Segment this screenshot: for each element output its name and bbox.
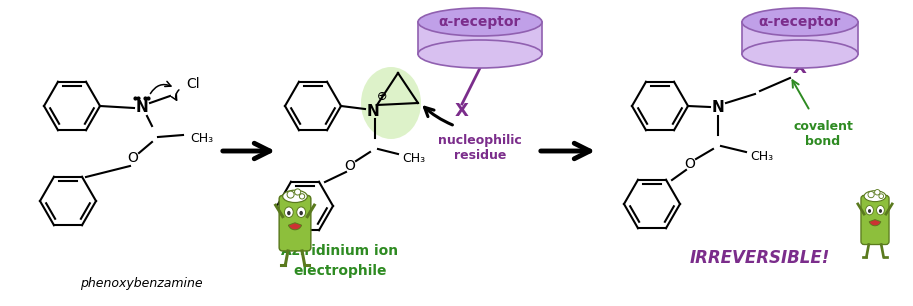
Ellipse shape	[283, 190, 308, 203]
Text: phenoxybenzamine: phenoxybenzamine	[80, 278, 203, 290]
Text: CH₃: CH₃	[402, 151, 425, 165]
Ellipse shape	[287, 211, 290, 215]
Ellipse shape	[299, 211, 303, 215]
Ellipse shape	[418, 8, 542, 36]
Bar	[742, 22, 858, 54]
Text: N: N	[136, 100, 149, 115]
Text: covalent
bond: covalent bond	[793, 120, 853, 148]
Text: α-receptor: α-receptor	[759, 15, 841, 29]
Ellipse shape	[418, 40, 542, 68]
Ellipse shape	[297, 207, 306, 218]
Ellipse shape	[287, 191, 294, 198]
FancyBboxPatch shape	[861, 195, 889, 244]
Text: O: O	[128, 151, 139, 165]
Ellipse shape	[285, 207, 293, 218]
Ellipse shape	[361, 67, 421, 139]
Wedge shape	[289, 223, 301, 230]
FancyBboxPatch shape	[279, 196, 310, 251]
Ellipse shape	[742, 8, 858, 36]
Wedge shape	[869, 220, 881, 226]
Bar	[418, 22, 542, 54]
Ellipse shape	[879, 194, 884, 199]
Ellipse shape	[864, 191, 886, 202]
Ellipse shape	[742, 40, 858, 68]
Ellipse shape	[879, 209, 882, 213]
Ellipse shape	[875, 189, 880, 195]
Text: ⊕: ⊕	[377, 91, 387, 103]
Ellipse shape	[866, 206, 874, 215]
Ellipse shape	[876, 206, 885, 215]
Text: O: O	[344, 159, 355, 173]
Text: α-receptor: α-receptor	[439, 15, 521, 29]
Text: nucleophilic
residue: nucleophilic residue	[438, 134, 522, 162]
Text: CH₃: CH₃	[750, 150, 773, 162]
Ellipse shape	[868, 192, 875, 198]
Text: X: X	[793, 59, 807, 77]
Ellipse shape	[299, 194, 305, 199]
Text: N: N	[367, 103, 380, 118]
Text: electrophile: electrophile	[293, 264, 387, 278]
Ellipse shape	[868, 209, 871, 213]
Text: Aziridinium ion: Aziridinium ion	[281, 244, 399, 258]
Text: N: N	[711, 100, 724, 115]
Ellipse shape	[295, 189, 300, 195]
Text: X: X	[455, 102, 469, 120]
Text: O: O	[685, 157, 696, 171]
Text: IRREVERSIBLE!: IRREVERSIBLE!	[690, 249, 830, 267]
Text: Cl: Cl	[186, 77, 200, 91]
Text: CH₃: CH₃	[190, 132, 213, 144]
